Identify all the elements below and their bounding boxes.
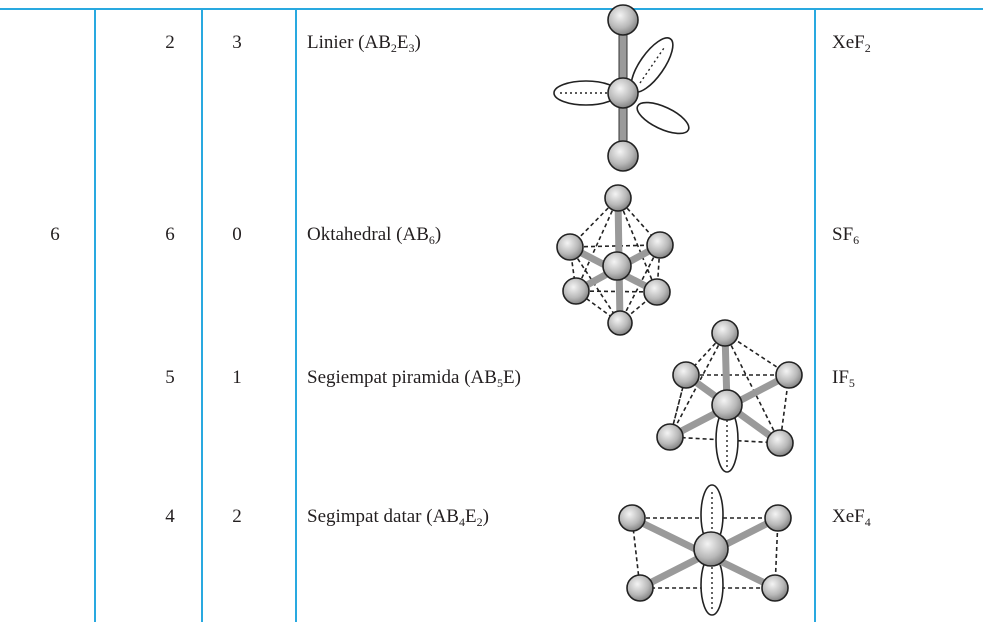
text-run: ) — [414, 32, 421, 53]
subscript: 4 — [864, 515, 871, 529]
text-run: Segiempat piramida (AB — [307, 367, 497, 388]
subscript: 5 — [496, 376, 503, 390]
subscript: 2 — [864, 41, 871, 55]
molecule-linear — [553, 4, 690, 172]
subscript: 3 — [408, 41, 415, 55]
bonding-pairs: 5 — [165, 367, 175, 388]
example-formula: SF6 — [832, 224, 859, 246]
subscript: 5 — [848, 376, 855, 390]
example-formula: XeF2 — [832, 32, 871, 54]
shape-name: Segiempat piramida (AB5E) — [307, 367, 521, 389]
text-run: XeF — [832, 32, 865, 53]
shape-name: Oktahedral (AB6) — [307, 224, 441, 246]
subscript: 2 — [476, 515, 483, 529]
text-run: ) — [482, 506, 489, 527]
molecule-square-pyramid — [656, 319, 803, 473]
lone-pairs: 3 — [232, 32, 242, 53]
grid-lines — [0, 8, 983, 622]
lone-pairs: 1 — [232, 367, 242, 388]
bonding-pairs: 2 — [165, 32, 175, 53]
subscript: 6 — [428, 233, 435, 247]
bonding-pairs: 6 — [165, 224, 175, 245]
example-formula: IF5 — [832, 367, 855, 389]
shape-name: Linier (AB2E3) — [307, 32, 421, 54]
molecule-square-planar — [618, 484, 792, 616]
text-run: ) — [434, 224, 442, 245]
text-run: E — [396, 32, 409, 53]
shape-name: Segimpat datar (AB4E2) — [307, 506, 489, 528]
text-run: Oktahedral (AB — [307, 224, 429, 245]
text-run: XeF — [832, 506, 865, 527]
example-formula: XeF4 — [832, 506, 871, 528]
subscript: 2 — [390, 41, 397, 55]
lone-pairs: 2 — [232, 506, 242, 527]
subscript: 4 — [458, 515, 465, 529]
text-run: IF — [832, 367, 849, 388]
bonding-pairs: 4 — [165, 506, 175, 527]
subscript: 6 — [853, 233, 860, 247]
text-run: E) — [502, 367, 521, 388]
text-run: SF — [832, 224, 854, 245]
lone-pairs: 0 — [232, 224, 242, 245]
text-run: E — [464, 506, 477, 527]
molecule-octahedral — [556, 184, 674, 336]
group-cell: 6 — [50, 224, 60, 245]
text-run: Segimpat datar (AB — [307, 506, 459, 527]
text-run: Linier (AB — [307, 32, 391, 53]
